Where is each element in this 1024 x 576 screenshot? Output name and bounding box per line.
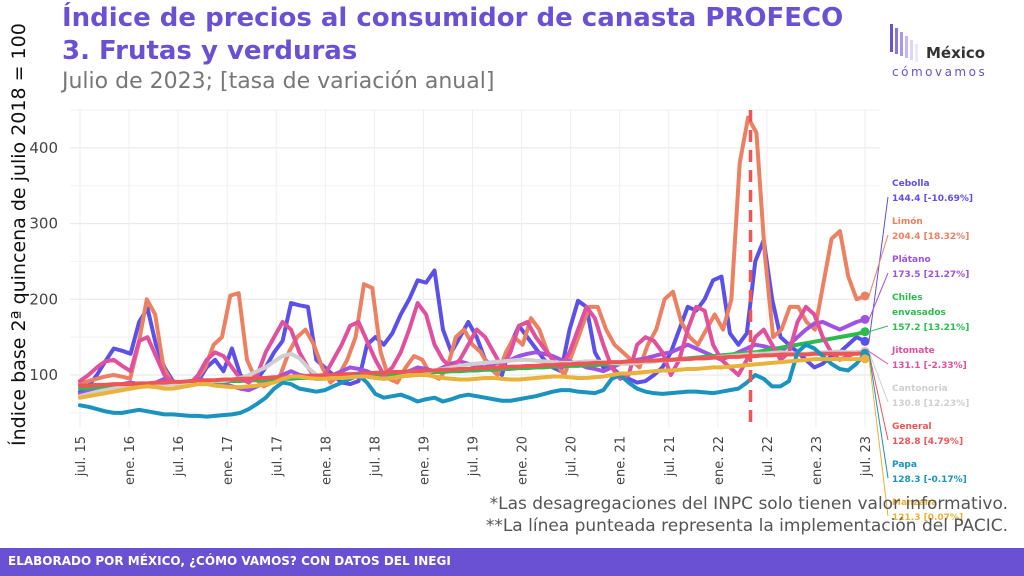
series-end-label: Cebolla xyxy=(892,179,930,189)
series-end-label: envasados xyxy=(892,308,946,318)
series-end-label: 157.2 [13.21%] xyxy=(892,323,969,333)
x-tick-label: ene. 16 xyxy=(123,436,138,485)
x-tick-label: jul. 20 xyxy=(565,436,580,477)
y-tick-label: 300 xyxy=(29,215,58,233)
logo-bars-icon xyxy=(890,24,918,62)
footer-text: ELABORADO POR MÉXICO, ¿CÓMO VAMOS? CON D… xyxy=(8,554,451,568)
y-tick-label: 100 xyxy=(29,366,58,384)
footer-bar: ELABORADO POR MÉXICO, ¿CÓMO VAMOS? CON D… xyxy=(0,548,1024,576)
x-tick-label: jul. 17 xyxy=(270,436,285,477)
series-end-label: Limón xyxy=(892,216,923,227)
line-chart: jul. 15 ene. 16 jul. 16 ene. 17 jul. 17 ene. … xyxy=(29,109,973,523)
series-endpoint xyxy=(860,291,870,301)
series-endpoint xyxy=(860,327,870,337)
label-leader-line xyxy=(868,358,889,517)
x-tick-label: ene. 18 xyxy=(319,436,334,485)
label-leader-line xyxy=(868,351,889,403)
series-end-label: 130.8 [12.23%] xyxy=(892,399,969,409)
label-leader-line xyxy=(868,234,889,297)
logo-subtext: cómovamos xyxy=(892,65,988,79)
footnote-1: *Las desagregaciones del INPC solo tiene… xyxy=(489,494,1008,514)
series-end-label: 121.3 [0.07%] xyxy=(892,513,963,523)
x-tick-label: jul. 16 xyxy=(172,436,187,477)
series-endpoint xyxy=(860,354,870,364)
series-end-label: Papa xyxy=(892,460,917,470)
series-end-label: Plátano xyxy=(892,255,931,265)
chart-subtitle: Julio de 2023; [tasa de variación anual] xyxy=(62,69,495,94)
series-end-label: Jitomate xyxy=(891,346,935,356)
series-end-label: 204.4 [18.32%] xyxy=(892,232,969,242)
x-tick-label: ene. 19 xyxy=(417,436,432,485)
label-leader-line xyxy=(868,272,889,320)
series-end-label: General xyxy=(892,422,932,432)
label-leader-line xyxy=(868,353,889,479)
series-line xyxy=(78,342,867,419)
series-line xyxy=(78,115,867,389)
x-tick-label: jul. 23 xyxy=(859,436,874,477)
x-tick-label: ene. 20 xyxy=(516,436,531,485)
label-leader-line xyxy=(868,325,889,333)
x-tick-label: jul. 22 xyxy=(761,436,776,477)
chart-title: Índice de precios al consumidor de canas… xyxy=(62,3,844,33)
label-leader-line xyxy=(868,196,889,342)
x-tick-label: jul. 21 xyxy=(663,436,678,477)
series-end-label: 128.8 [4.79%] xyxy=(892,437,963,447)
label-leader-line xyxy=(868,353,889,441)
x-tick-label: ene. 22 xyxy=(712,436,727,485)
x-tick-label: ene. 21 xyxy=(614,436,629,485)
series-line xyxy=(78,356,867,400)
chart-title-line2: 3. Frutas y verduras xyxy=(62,36,358,66)
x-tick-label: jul. 18 xyxy=(368,436,383,477)
series-endpoint xyxy=(860,314,870,324)
series-end-label: 173.5 [21.27%] xyxy=(892,270,969,280)
y-tick-label: 200 xyxy=(29,290,58,308)
series-end-label: 128.3 [-0.17%] xyxy=(892,475,967,485)
x-tick-label: jul. 15 xyxy=(74,436,89,477)
logo-text: México xyxy=(926,44,986,62)
label-leader-line xyxy=(868,351,889,365)
mexico-como-vamos-logo: México cómovamos xyxy=(888,22,1008,82)
series-end-label: Chiles xyxy=(892,293,923,303)
series-end-label: Manzana xyxy=(892,498,937,508)
x-tick-label: ene. 17 xyxy=(221,436,236,485)
y-tick-label: 400 xyxy=(29,139,58,157)
series-end-label: 144.4 [-10.69%] xyxy=(892,194,973,204)
series-line xyxy=(78,238,867,394)
series-end-label: 131.1 [-2.33%] xyxy=(892,361,967,371)
x-tick-label: ene. 23 xyxy=(810,436,825,485)
x-tick-label: jul. 19 xyxy=(467,436,482,477)
series-line xyxy=(78,351,867,388)
series-endpoint xyxy=(860,336,870,346)
series-end-label: Cantonoria xyxy=(892,384,948,394)
footnote-2: **La línea punteada representa la implem… xyxy=(485,516,1008,536)
series-line xyxy=(78,301,867,389)
